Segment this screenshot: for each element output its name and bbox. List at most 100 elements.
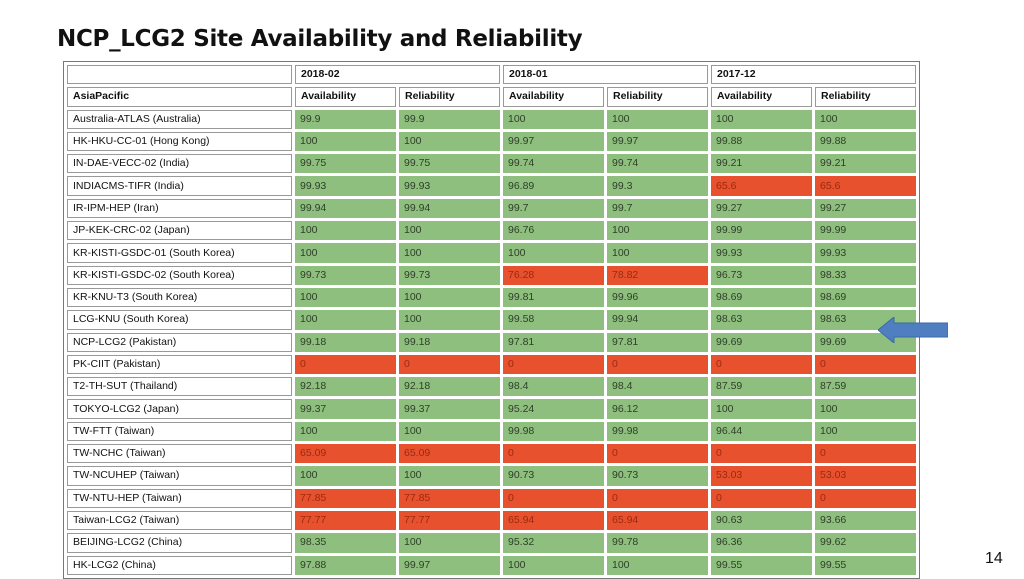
value-cell: 99.93 (815, 243, 916, 263)
site-name-cell: NCP-LCG2 (Pakistan) (67, 332, 292, 352)
value-cell: 65.94 (607, 510, 708, 531)
value-cell: 99.96 (607, 287, 708, 308)
value-cell: 99.88 (815, 131, 916, 152)
period-header: 2017-12 (711, 65, 916, 85)
metric-header: Reliability (815, 87, 916, 107)
value-cell: 98.4 (607, 377, 708, 397)
value-cell: 0 (503, 488, 604, 508)
value-cell: 0 (607, 354, 708, 375)
table-row: TOKYO-LCG2 (Japan) 99.37 99.37 95.24 96.12 10… (67, 399, 916, 419)
value-cell: 53.03 (711, 466, 812, 486)
value-cell: 99.9 (399, 109, 500, 129)
site-name-cell: TW-FTT (Taiwan) (67, 421, 292, 442)
table-row: JP-KEK-CRC-02 (Japan) 100 100 96.76 100 99.99… (67, 221, 916, 241)
value-cell: 98.33 (815, 265, 916, 285)
value-cell: 65.6 (711, 176, 812, 196)
region-header: AsiaPacific (67, 87, 292, 107)
metric-header: Availability (711, 87, 812, 107)
value-cell: 99.75 (399, 154, 500, 174)
blank-header-cell (67, 65, 292, 85)
site-name-cell: PK-CIIT (Pakistan) (67, 354, 292, 375)
value-cell: 100 (295, 466, 396, 486)
value-cell: 98.4 (503, 377, 604, 397)
value-cell: 100 (399, 131, 500, 152)
value-cell: 99.18 (295, 332, 396, 352)
page-number: 14 (985, 550, 1003, 567)
table-row: LCG-KNU (South Korea) 100 100 99.58 99.94 98.… (67, 310, 916, 330)
value-cell: 99.7 (503, 198, 604, 219)
value-cell: 100 (607, 109, 708, 129)
table-row: TW-NCUHEP (Taiwan) 100 100 90.73 90.73 53.03 5… (67, 466, 916, 486)
table-row: HK-LCG2 (China) 97.88 99.97 100 100 99.55 99.5… (67, 555, 916, 575)
value-cell: 77.77 (399, 510, 500, 531)
value-cell: 0 (815, 488, 916, 508)
metric-header: Reliability (607, 87, 708, 107)
table-row: Australia-ATLAS (Australia) 99.9 99.9 100 10… (67, 109, 916, 129)
value-cell: 100 (295, 131, 396, 152)
metric-header: Reliability (399, 87, 500, 107)
value-cell: 99.55 (815, 555, 916, 575)
value-cell: 100 (607, 243, 708, 263)
value-cell: 100 (295, 243, 396, 263)
value-cell: 0 (711, 354, 812, 375)
value-cell: 100 (607, 221, 708, 241)
value-cell: 100 (711, 109, 812, 129)
value-cell: 99.98 (607, 421, 708, 442)
site-name-cell: KR-KISTI-GSDC-01 (South Korea) (67, 243, 292, 263)
value-cell: 99.98 (503, 421, 604, 442)
table-row: KR-KNU-T3 (South Korea) 100 100 99.81 99.96 9… (67, 287, 916, 308)
value-cell: 100 (503, 109, 604, 129)
site-name-cell: LCG-KNU (South Korea) (67, 310, 292, 330)
site-name-cell: TOKYO-LCG2 (Japan) (67, 399, 292, 419)
left-arrow-icon (878, 317, 948, 343)
site-name-cell: Australia-ATLAS (Australia) (67, 109, 292, 129)
value-cell: 100 (815, 399, 916, 419)
site-name-cell: IN-DAE-VECC-02 (India) (67, 154, 292, 174)
table-row: PK-CIIT (Pakistan) 0 0 0 0 0 0 (67, 354, 916, 375)
value-cell: 96.36 (711, 533, 812, 553)
table-row: TW-NCHC (Taiwan) 65.09 65.09 0 0 0 0 (67, 444, 916, 464)
value-cell: 99.94 (607, 310, 708, 330)
site-name-cell: INDIACMS-TIFR (India) (67, 176, 292, 196)
table-row: INDIACMS-TIFR (India) 99.93 99.93 96.89 99.3… (67, 176, 916, 196)
value-cell: 97.88 (295, 555, 396, 575)
value-cell: 99.94 (399, 198, 500, 219)
value-cell: 99.3 (607, 176, 708, 196)
value-cell: 87.59 (711, 377, 812, 397)
value-cell: 100 (399, 287, 500, 308)
value-cell: 96.76 (503, 221, 604, 241)
value-cell: 99.99 (711, 221, 812, 241)
value-cell: 76.28 (503, 265, 604, 285)
value-cell: 99.21 (711, 154, 812, 174)
value-cell: 96.73 (711, 265, 812, 285)
value-cell: 100 (295, 310, 396, 330)
value-cell: 99.88 (711, 131, 812, 152)
value-cell: 99.75 (295, 154, 396, 174)
value-cell: 99.94 (295, 198, 396, 219)
value-cell: 0 (399, 354, 500, 375)
table-row: T2-TH-SUT (Thailand) 92.18 92.18 98.4 98.4 87… (67, 377, 916, 397)
period-header-row: 2018-02 2018-01 2017-12 (67, 65, 916, 85)
value-cell: 0 (711, 444, 812, 464)
value-cell: 90.73 (607, 466, 708, 486)
period-header: 2018-01 (503, 65, 708, 85)
value-cell: 99.55 (711, 555, 812, 575)
table-row: NCP-LCG2 (Pakistan) 99.18 99.18 97.81 97.81 9… (67, 332, 916, 352)
value-cell: 99.37 (399, 399, 500, 419)
value-cell: 99.73 (295, 265, 396, 285)
value-cell: 0 (295, 354, 396, 375)
value-cell: 99.93 (399, 176, 500, 196)
site-name-cell: KR-KISTI-GSDC-02 (South Korea) (67, 265, 292, 285)
value-cell: 100 (295, 287, 396, 308)
metric-header: Availability (295, 87, 396, 107)
value-cell: 100 (295, 421, 396, 442)
value-cell: 99.58 (503, 310, 604, 330)
value-cell: 99.97 (399, 555, 500, 575)
value-cell: 100 (607, 555, 708, 575)
value-cell: 99.69 (711, 332, 812, 352)
value-cell: 77.85 (295, 488, 396, 508)
table-row: KR-KISTI-GSDC-01 (South Korea) 100 100 100 1… (67, 243, 916, 263)
value-cell: 100 (815, 109, 916, 129)
value-cell: 100 (399, 421, 500, 442)
value-cell: 99.18 (399, 332, 500, 352)
